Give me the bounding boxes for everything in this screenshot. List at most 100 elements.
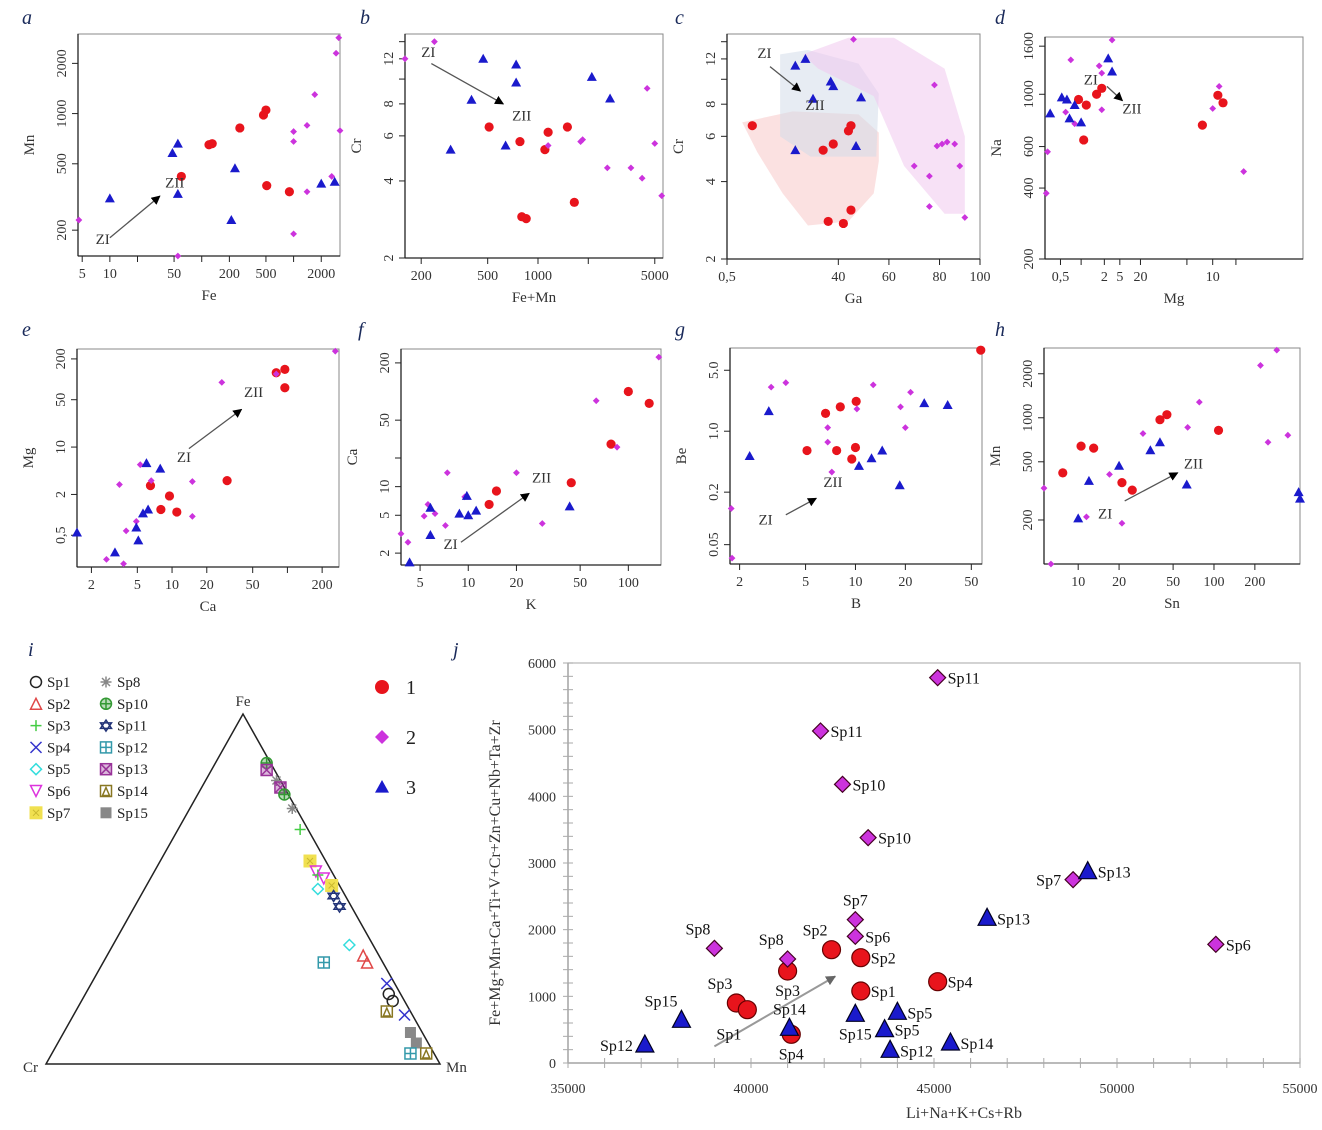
point-group2 [136,461,144,469]
point-label: Sp10 [853,777,886,794]
point-group3 [894,480,905,490]
point-group2 [272,370,280,378]
point-group3 [229,163,240,173]
point-group3 [463,510,474,520]
trend-arrow [431,62,505,105]
x-tick-label: 10 [1206,270,1220,285]
x-axis-label: Fe [202,288,217,304]
point-group1 [851,981,871,1001]
point-group3 [851,141,862,151]
point-group2 [431,510,439,518]
ternary-point-sp4 [380,977,393,990]
point-group3 [104,193,115,203]
point-group1 [1127,485,1137,495]
point-group2 [1273,346,1281,354]
panel-letter: f [358,319,366,341]
y-tick-label: 200 [378,352,393,373]
panel-letter: i [28,639,34,661]
point-group2 [1044,148,1051,156]
point-group2 [311,91,319,98]
point-group1 [835,402,845,412]
legend-symbol-sp1 [29,675,43,689]
point-group1 [484,499,494,510]
symbol-square [260,763,273,777]
x-tick-label: 2 [1101,270,1108,285]
point-group2 [897,403,904,411]
point-group3 [919,398,930,408]
point-group2 [638,174,646,182]
point-group1 [747,121,757,131]
annotation-zii: ZII [805,98,824,114]
point-group3 [856,92,867,102]
symbol-plus [278,789,290,800]
y-tick-label: 2000 [1021,360,1036,388]
point-label: Sp10 [878,831,911,848]
point-group2 [926,203,933,210]
y-tick-label: 1000 [1021,404,1036,432]
legend-symbol-sp14 [99,784,113,798]
trend-arrow [109,195,161,239]
ternary-point-sp15 [410,1037,422,1049]
point-group3 [471,505,482,515]
point-group2 [613,443,621,451]
ternary-point-sp11 [326,889,341,903]
region-group2 [802,37,965,214]
y-tick-label: 4000 [528,790,556,805]
symbol-square [404,1027,416,1038]
panel-letter: a [22,7,32,29]
x-tick-label: 10 [848,575,862,590]
point-group2 [132,518,140,525]
ternary-point-sp3 [312,869,324,881]
y-tick-label: 2 [382,255,397,262]
x-tick-label: 20 [509,576,523,591]
point-group2 [332,49,340,57]
point-group1 [261,105,271,115]
point-group1 [623,386,633,397]
ternary-point-sp2 [356,948,370,962]
symbol-cross [260,763,273,777]
point-group3 [1083,475,1094,485]
point-group2 [859,828,877,847]
point-group3 [167,148,178,158]
point-label: Sp6 [1226,937,1251,954]
x-tick-label: 10 [103,267,117,282]
point-group2 [1215,82,1223,90]
point-group3 [454,508,465,518]
point-group1 [1089,443,1099,453]
point-group1 [1197,120,1207,130]
point-group2 [592,397,600,405]
point-group1 [484,122,494,132]
symbol-square [380,1005,394,1018]
point-group3 [137,508,148,518]
point-label: Sp1 [871,984,896,1001]
point-group2 [579,136,587,144]
point-group3 [1154,437,1165,447]
point-group1 [176,171,186,182]
panel-c: c 0,5 40 60 80 100 2 4 6 8 12 Ga Cr ZI ZII [671,7,991,307]
point-group3 [478,53,489,63]
x-tick-label: 50 [1166,575,1180,590]
point-group1 [846,121,856,131]
point-group3 [942,399,953,409]
point-group1 [145,481,156,491]
x-tick-label: 2000 [307,267,335,282]
symbol-cross [380,977,393,990]
point-group3 [877,445,888,455]
legend-symbol-sp4 [29,741,43,754]
y-tick-label: 1000 [1022,80,1037,108]
legend-label-sp1: Sp1 [47,675,70,691]
legend-symbol-sp7 [29,806,43,820]
point-group2 [938,140,946,148]
x-tick-label: 2 [88,578,95,593]
y-tick-label: 2 [54,491,69,498]
point-group1 [262,181,272,191]
point-group3 [329,176,340,186]
point-group3 [1077,860,1098,880]
panel-b: b 200 500 1000 5000 2 4 6 8 12 Fe+Mn Cr ZI ZII [349,7,669,306]
point-group2 [218,379,226,386]
y-tick-label: 8 [382,100,397,107]
legend-label-sp11: Sp11 [117,719,147,735]
ternary-point-sp2 [360,955,374,969]
x-tick-label: 50 [167,267,181,282]
